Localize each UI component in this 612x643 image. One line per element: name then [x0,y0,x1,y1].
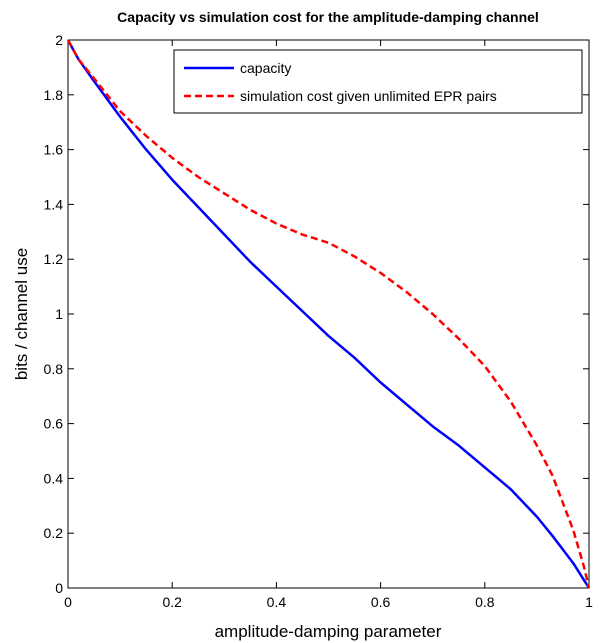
y-tick-label: 1.4 [44,196,64,212]
axis-ticks: 0 0.2 0.4 0.6 0.8 1 0 0.2 0.4 0.6 0.8 1 1.2 1.4 1.6 1.8… [44,32,594,610]
y-tick-label: 0 [55,580,63,596]
legend-label-0: capacity [240,60,291,76]
y-tick-label: 1.8 [44,87,64,103]
x-tick-label: 1 [585,594,593,610]
x-axis-label: amplitude-damping parameter [215,622,442,641]
y-tick-label: 0.4 [44,470,64,486]
legend: capacity simulation cost given unlimited … [173,49,583,114]
legend-label-1: simulation cost given unlimited EPR pair… [240,88,497,104]
chart-title: Capacity vs simulation cost for the ampl… [117,9,539,25]
series-lines [66,39,591,589]
x-tick-label: 0.8 [475,594,495,610]
x-tick-label: 0.2 [162,594,182,610]
series-line-0 [66,39,591,589]
y-tick-label: 1.6 [44,142,64,158]
y-tick-label: 1.2 [44,251,64,267]
x-tick-label: 0 [64,594,72,610]
y-axis-label: bits / channel use [12,248,31,380]
y-tick-label: 0.2 [44,525,64,541]
y-tick-label: 1 [55,306,63,322]
plot-frame [67,39,590,589]
y-tick-label: 0.6 [44,416,64,432]
x-tick-label: 0.4 [267,594,287,610]
y-tick-label: 2 [55,32,63,48]
y-tick-label: 0.8 [44,361,64,377]
x-tick-label: 0.6 [371,594,391,610]
series-line-1 [66,39,591,589]
legend-box [173,49,583,114]
